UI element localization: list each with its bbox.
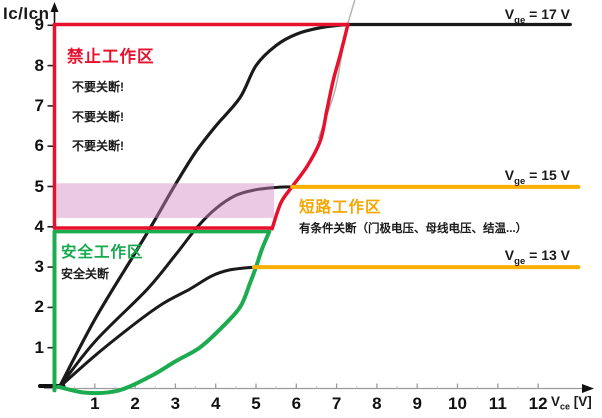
y-tick-label: 8	[34, 55, 44, 75]
safe-region-title: 安全工作区	[61, 244, 144, 261]
x-tick-label: 9	[412, 394, 422, 413]
vge15-subscript: ge	[514, 175, 526, 187]
x-tick-label: 4	[210, 394, 221, 413]
forbidden-region-title: 禁止工作区	[67, 48, 155, 66]
y-axis-arrow-icon	[50, 2, 59, 12]
forbidden-region-note: 不要关断!	[72, 110, 124, 124]
vge13-value: = 13 V	[525, 247, 570, 263]
vge15-symbol: V	[504, 167, 515, 183]
vge13-symbol: V	[504, 247, 515, 263]
y-tick-label: 9	[34, 15, 44, 35]
safe-region-note: 安全关断	[61, 267, 110, 281]
x-axis-arrow-icon	[582, 384, 594, 393]
vge17-subscript: ge	[514, 14, 526, 26]
short-circuit-region-note: 有条件关断（门极电压、母线电压、结温...）	[299, 223, 528, 235]
x-tick-label: 11	[488, 394, 507, 413]
y-tick-label: 2	[34, 297, 44, 317]
x-tick-label: 6	[291, 394, 302, 413]
series-hint-curve-gray-2	[347, 0, 356, 25]
x-tick-label: 10	[448, 394, 467, 413]
curve-label-vge17: Vge = 17 V	[430, 6, 570, 26]
curve-label-vge15: Vge = 15 V	[430, 167, 570, 187]
y-axis-title: Ic/Icn	[3, 4, 50, 23]
x-tick-label: 8	[372, 394, 382, 413]
y-tick-label: 4	[34, 216, 44, 236]
x-axis-title-symbol: V	[551, 394, 561, 409]
y-tick-label: 5	[34, 176, 44, 196]
y-tick-label: 1	[34, 337, 44, 357]
series-vge13-rise	[57, 265, 256, 389]
highlight-band	[56, 183, 275, 218]
vge13-subscript: ge	[514, 255, 526, 267]
short-circuit-region-title: 短路工作区	[299, 199, 382, 216]
x-tick-label: 3	[170, 394, 181, 413]
forbidden-region-note: 不要关断!	[72, 139, 124, 153]
x-axis-title-unit: [V]	[570, 394, 592, 409]
y-tick-label: 3	[34, 257, 44, 277]
vge15-value: = 15 V	[525, 167, 570, 183]
x-tick-label: 7	[331, 394, 342, 413]
series-desaturation-boundary-curve	[270, 22, 350, 231]
curve-label-vge13: Vge = 13 V	[430, 247, 570, 267]
y-tick-label: 7	[34, 95, 44, 115]
x-axis-title-subscript: ce	[560, 401, 571, 412]
x-tick-label: 2	[130, 394, 140, 413]
vge17-symbol: V	[504, 6, 515, 22]
series-vge17-rise	[57, 22, 349, 389]
x-axis-title: Vce [V]	[551, 394, 592, 412]
vge17-value: = 17 V	[525, 6, 570, 22]
x-tick-label: 5	[251, 394, 261, 413]
series-vge15-rise	[57, 185, 294, 389]
forbidden-region-note: 不要关断!	[72, 80, 124, 94]
x-tick-label: 12	[528, 394, 548, 413]
y-tick-label: 6	[34, 136, 44, 156]
x-tick-label: 1	[90, 394, 100, 413]
